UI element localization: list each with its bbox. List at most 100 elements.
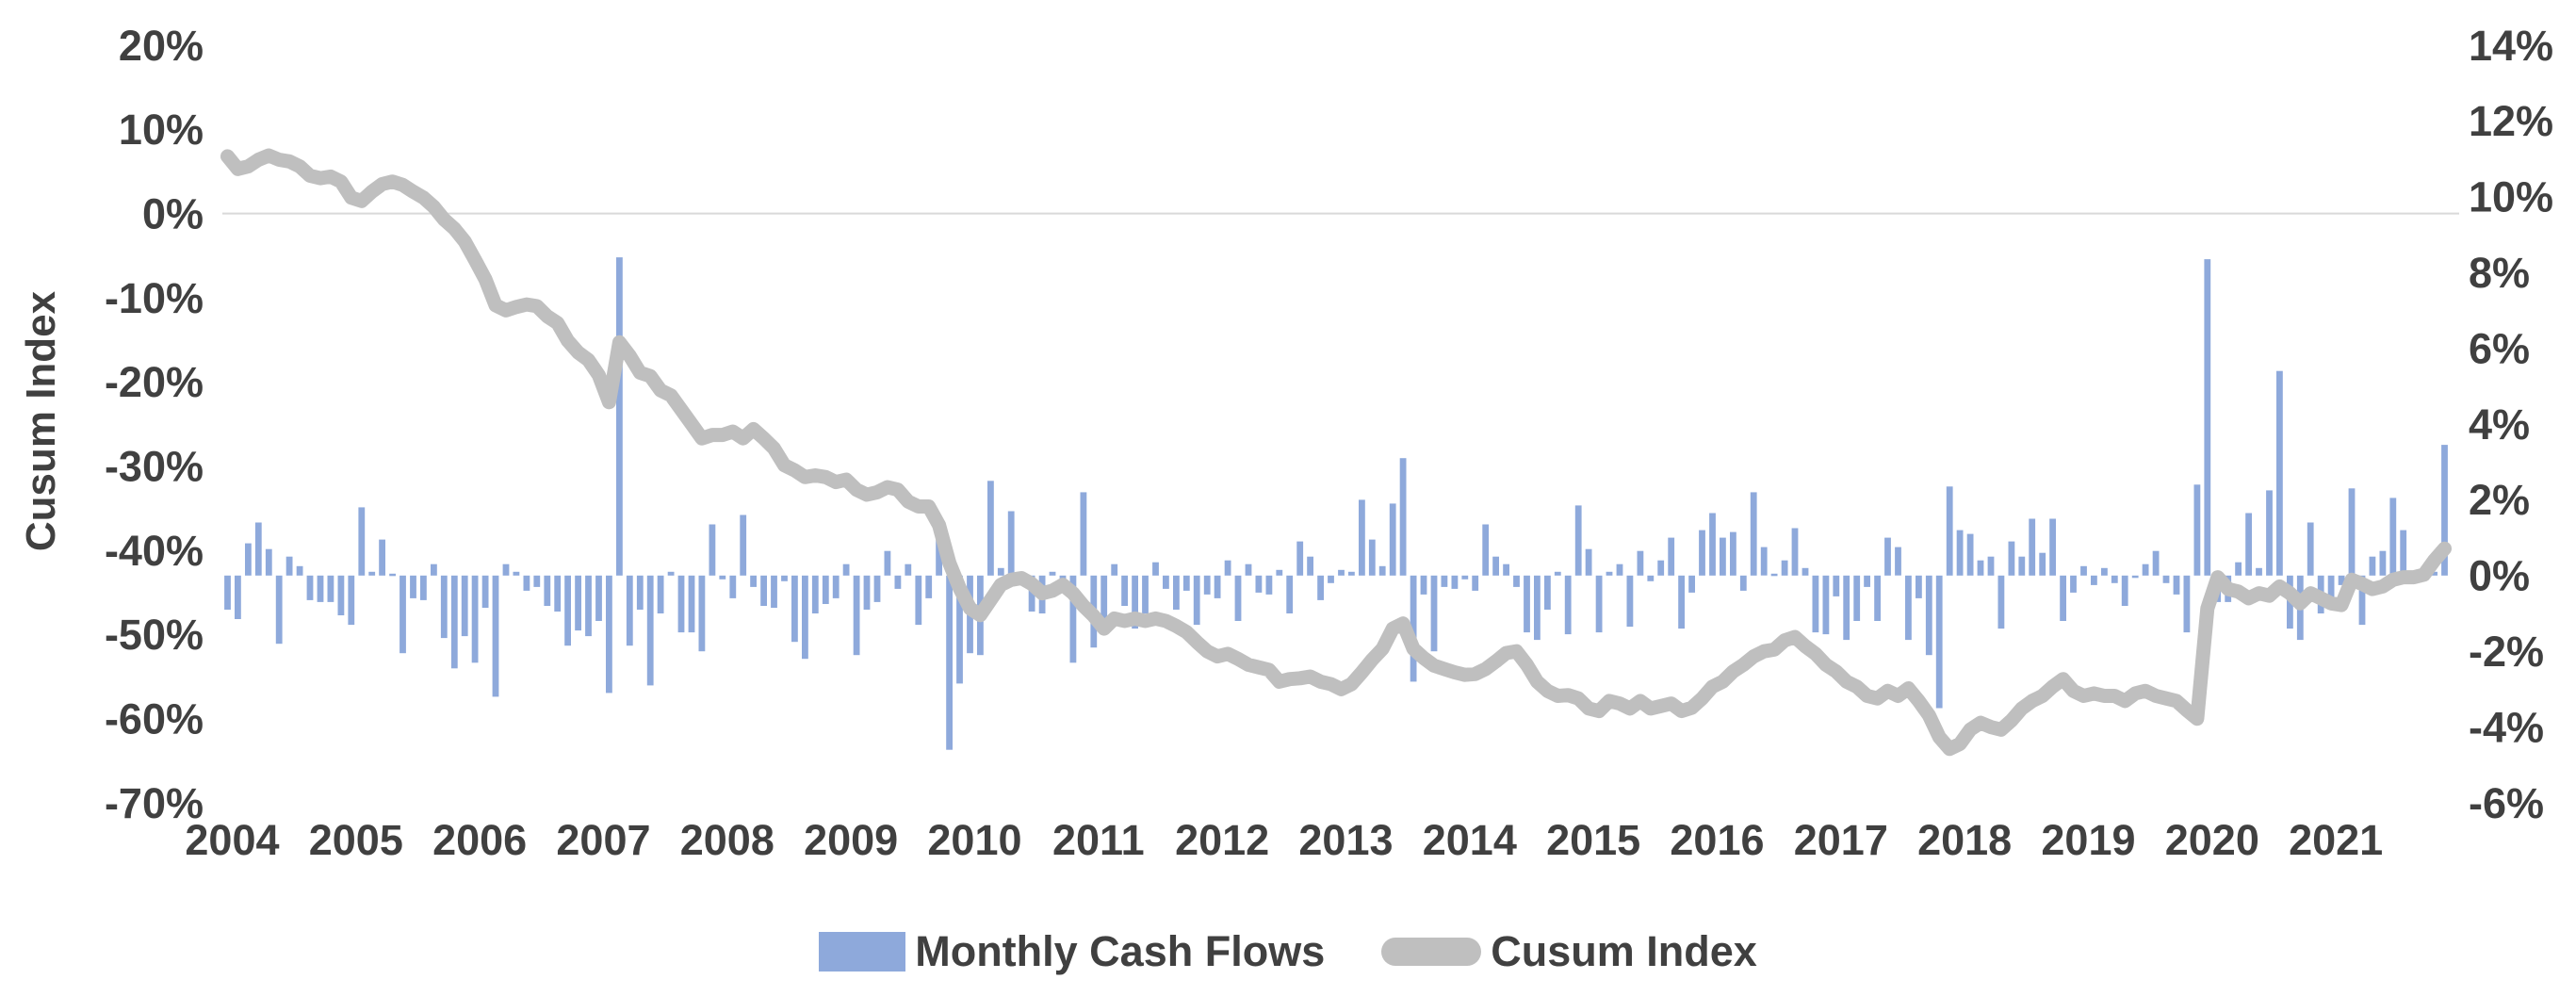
bar [667, 571, 675, 576]
bar [1214, 575, 1221, 598]
x-axis-tick: 2005 [309, 816, 403, 864]
bar [1739, 575, 1747, 591]
legend-label: Monthly Cash Flows [915, 927, 1326, 975]
bar [564, 575, 571, 646]
left-axis-tick: 0% [142, 189, 204, 237]
bar [1668, 537, 1675, 576]
bar [1864, 575, 1870, 587]
bar [802, 575, 808, 660]
bar [2369, 556, 2376, 576]
bar [863, 575, 871, 610]
bar [677, 575, 685, 633]
bar [1946, 486, 1953, 576]
bar [1574, 505, 1582, 576]
bar [1874, 575, 1881, 621]
bar [2235, 562, 2242, 576]
bar [1895, 547, 1901, 576]
bar [1080, 492, 1087, 576]
left-axis-title: Cusum Index [18, 290, 64, 552]
x-axis-tick: 2020 [2165, 816, 2259, 864]
bar [379, 539, 385, 576]
right-axis-tick: 8% [2469, 249, 2530, 297]
x-axis-tick: 2006 [432, 816, 527, 864]
bar [956, 575, 963, 684]
bar [2358, 575, 2366, 626]
bar [1657, 560, 1665, 576]
bar [2327, 575, 2335, 610]
bar [461, 575, 468, 637]
bar [1420, 575, 1427, 595]
bar [2245, 513, 2252, 576]
bar [1317, 575, 1324, 600]
bar [1049, 571, 1056, 576]
bar [1595, 575, 1603, 633]
bar [2307, 522, 2314, 576]
bar [2338, 575, 2345, 585]
bars-monthly-cash-flows [224, 257, 2448, 750]
x-axis-tick: 2017 [1794, 816, 1888, 864]
bar [1513, 575, 1520, 587]
bar [1647, 575, 1655, 581]
bar [450, 575, 458, 669]
bar [306, 575, 314, 600]
bar [2152, 550, 2160, 576]
bar [296, 565, 303, 576]
bar [894, 575, 902, 589]
x-axis-tick: 2021 [2289, 816, 2383, 864]
x-axis-tick: 2009 [804, 816, 898, 864]
bar [2060, 575, 2066, 621]
bar [1709, 513, 1716, 576]
bar [1760, 547, 1768, 576]
legend-item-cusum-index[interactable]: Cusum Index [1381, 927, 1757, 976]
bar [925, 575, 933, 598]
bar [523, 575, 530, 591]
bar [2193, 484, 2201, 576]
bar [2131, 575, 2139, 579]
bar [1585, 548, 1592, 576]
bar [1296, 541, 1304, 576]
bar [657, 575, 664, 613]
bar [2441, 445, 2448, 576]
bar [358, 507, 366, 576]
bar [2101, 567, 2108, 576]
legend-item-monthly-cash-flows[interactable]: Monthly Cash Flows [819, 927, 1325, 976]
bar [1007, 511, 1015, 576]
bar [936, 530, 942, 576]
bar [1564, 575, 1572, 635]
bar [399, 575, 406, 654]
bar [431, 563, 437, 576]
bar [1389, 503, 1396, 576]
bar [2204, 259, 2211, 576]
bar [842, 563, 850, 576]
bar [1812, 575, 1819, 633]
bar [1884, 537, 1891, 576]
bar [317, 575, 324, 602]
bar [544, 575, 551, 606]
bar [224, 575, 231, 610]
bar [595, 575, 602, 621]
x-axis-tick: 2018 [1917, 816, 2012, 864]
bar [1791, 528, 1799, 576]
left-axis-tick: 10% [119, 106, 204, 154]
bar [1307, 556, 1313, 576]
x-axis-tick: 2012 [1175, 816, 1269, 864]
x-axis-tick: 2004 [185, 816, 279, 864]
right-axis-tick: 0% [2469, 552, 2530, 600]
x-axis-tick: 2016 [1670, 816, 1764, 864]
bar [1410, 575, 1417, 682]
bar [1730, 531, 1736, 576]
bar [1069, 575, 1077, 663]
x-axis-tick: 2010 [927, 816, 1021, 864]
bar [2070, 575, 2077, 593]
bar [1441, 575, 1448, 587]
bar [2091, 575, 2097, 585]
bar [997, 567, 1004, 576]
right-axis-tick: -6% [2469, 779, 2544, 827]
bar [513, 571, 520, 576]
bar [1688, 575, 1695, 593]
bar [719, 575, 726, 580]
bar [327, 575, 334, 602]
right-axis-tick: 6% [2469, 324, 2530, 372]
bar [884, 550, 891, 576]
